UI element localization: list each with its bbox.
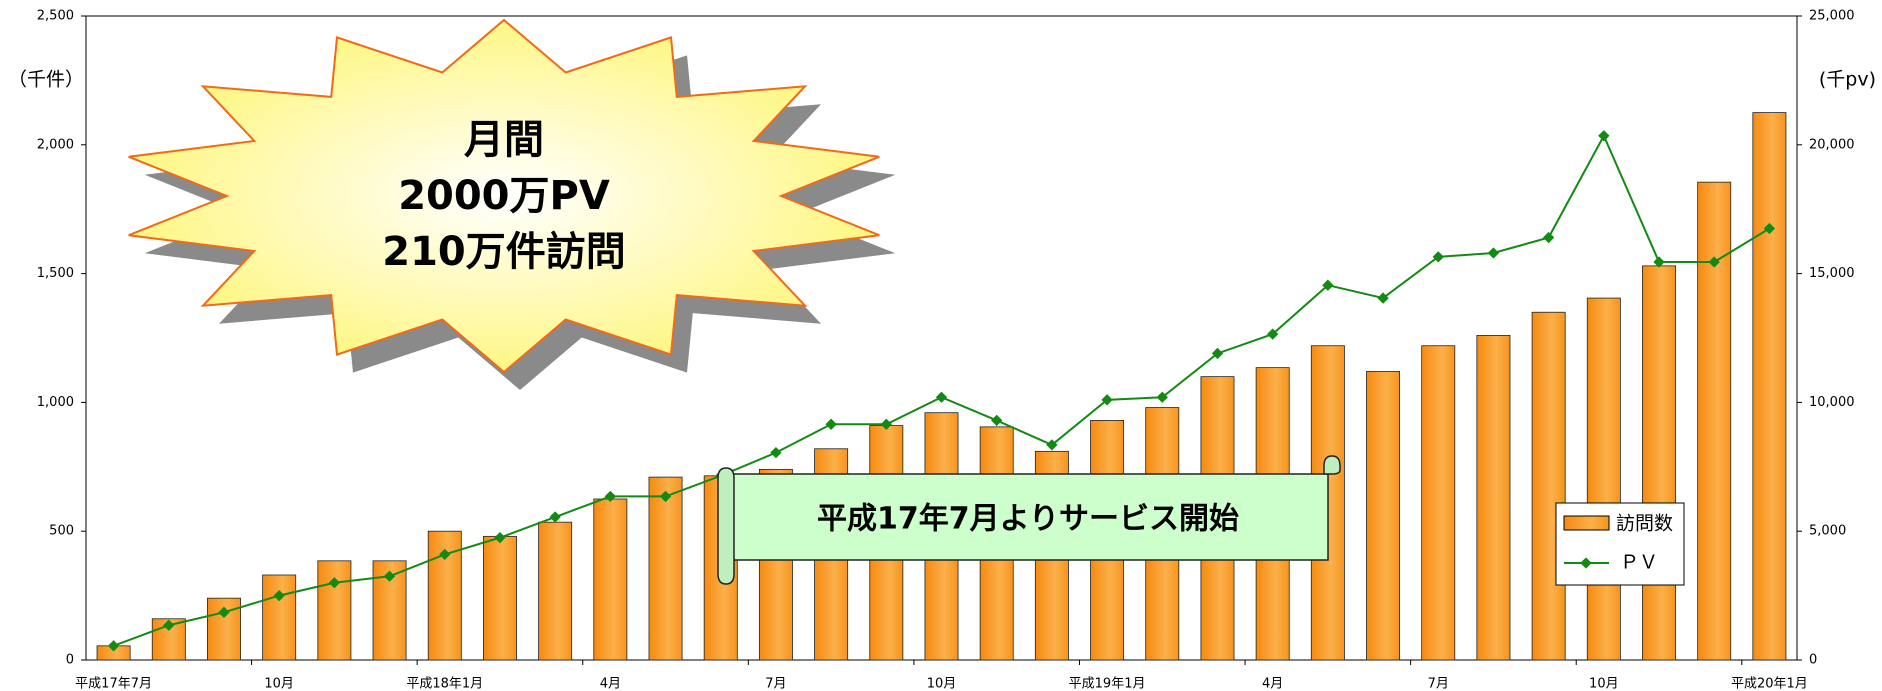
x-tick-label: 4月 — [600, 677, 621, 691]
banner-text: 平成17年7月よりサービス開始 — [817, 502, 1239, 537]
bar — [539, 522, 572, 660]
starburst-text: 月間 — [464, 117, 544, 163]
banner: 平成17年7月よりサービス開始 — [718, 456, 1340, 584]
line-marker — [936, 392, 947, 403]
y2-tick-label: 5,000 — [1809, 524, 1846, 539]
bar — [318, 561, 351, 660]
x-tick-label: 7月 — [1428, 677, 1449, 691]
y2-tick-label: 20,000 — [1809, 137, 1855, 152]
banner-roll — [1324, 456, 1340, 474]
x-tick-label: 10月 — [264, 677, 294, 691]
x-tick-label: 7月 — [765, 677, 786, 691]
y2-tick-label: 25,000 — [1809, 9, 1855, 24]
starburst-text: 210万件訪問 — [382, 229, 626, 275]
y-tick-label: 2,500 — [37, 9, 74, 24]
bar — [1753, 113, 1786, 660]
legend-label: 訪問数 — [1616, 513, 1673, 535]
starburst: 月間 2000万PV 210万件訪問 — [129, 20, 896, 390]
y2-axis-label: (千pv) — [1819, 69, 1876, 91]
bar — [1477, 335, 1510, 660]
line-marker — [825, 419, 836, 430]
legend: 訪問数 ＰＶ — [1556, 503, 1684, 585]
y2-tick-label: 15,000 — [1809, 266, 1855, 281]
bar — [263, 575, 296, 660]
line-marker — [1488, 247, 1499, 258]
legend-label: ＰＶ — [1620, 552, 1658, 574]
y2-tick-label: 10,000 — [1809, 395, 1855, 410]
bar — [594, 499, 627, 660]
bar — [1587, 298, 1620, 660]
banner-roll — [718, 468, 734, 584]
y-tick-label: 0 — [66, 653, 74, 668]
x-tick-label: 4月 — [1262, 677, 1283, 691]
y-tick-label: 1,500 — [37, 266, 74, 281]
bar — [483, 536, 516, 660]
legend-swatch — [1564, 516, 1609, 530]
chart: 0 500 1,000 1,500 2,000 2,500 0 5,000 10,000 15,0… — [0, 0, 1882, 691]
bar — [1532, 312, 1565, 660]
line-marker — [1543, 232, 1554, 243]
x-tick-label: 10月 — [927, 677, 957, 691]
line-marker — [991, 415, 1002, 426]
starburst-text: 2000万PV — [398, 173, 610, 219]
bar — [1366, 371, 1399, 660]
y2-tick-label: 0 — [1809, 653, 1817, 668]
y-tick-label: 2,000 — [37, 137, 74, 152]
line-marker — [549, 511, 560, 522]
line-marker — [770, 447, 781, 458]
bar — [1422, 346, 1455, 660]
x-tick-label: 平成17年7月 — [75, 677, 152, 691]
x-tick-label: 平成20年1月 — [1731, 677, 1808, 691]
y-tick-label: 500 — [49, 524, 74, 539]
bar — [1642, 266, 1675, 660]
x-tick-label: 平成18年1月 — [406, 677, 483, 691]
x-tick-label: 10月 — [1589, 677, 1619, 691]
x-tick-label: 平成19年1月 — [1069, 677, 1146, 691]
line-marker — [1598, 130, 1609, 141]
y-tick-label: 1,000 — [37, 395, 74, 410]
bar — [649, 477, 682, 660]
y-axis-label: （千件） — [8, 69, 84, 91]
